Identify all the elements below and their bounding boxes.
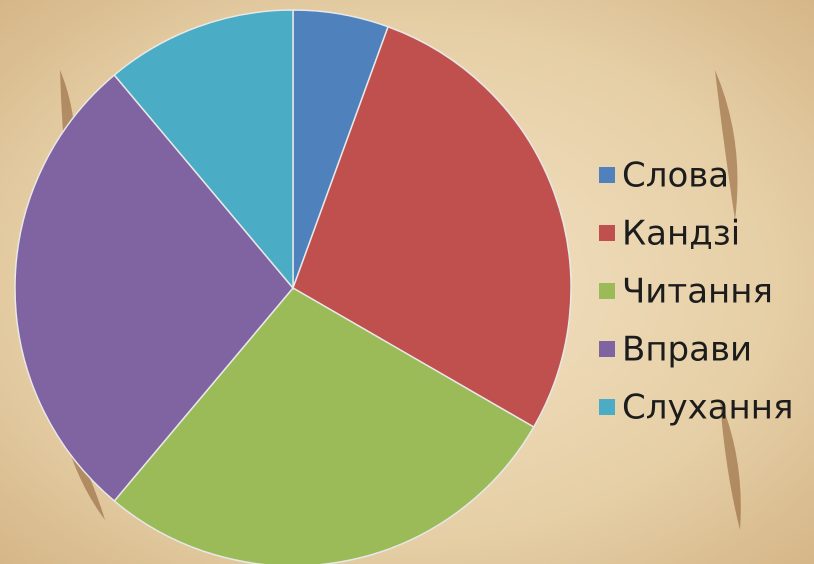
legend-label: Слова — [622, 156, 729, 196]
legend-label: Читання — [622, 272, 773, 312]
pie — [15, 10, 571, 564]
legend-swatch — [599, 399, 615, 415]
legend-label: Кандзі — [622, 214, 740, 254]
legend-swatch — [599, 225, 615, 241]
legend-label: Слухання — [622, 388, 793, 428]
legend-label: Вправи — [622, 330, 752, 370]
legend-swatch — [599, 167, 615, 183]
chart: Слова Кандзі Читання Вправи Слухання — [0, 0, 814, 564]
legend-swatch — [599, 283, 615, 299]
legend-swatch — [599, 341, 615, 357]
